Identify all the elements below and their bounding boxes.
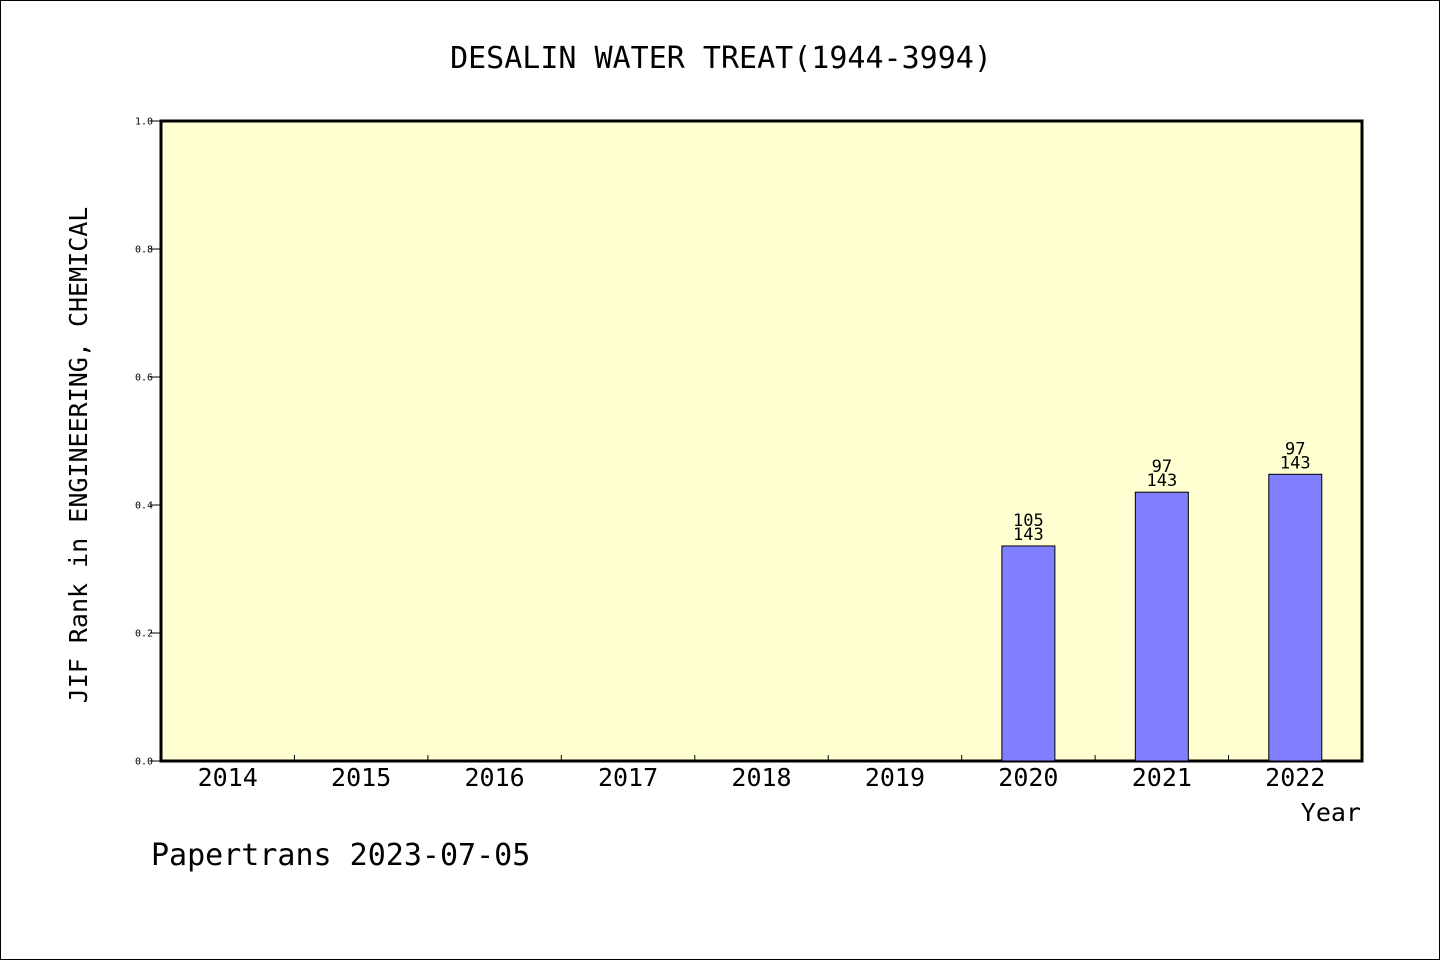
y-axis-title: JIF Rank in ENGINEERING, CHEMICAL (64, 207, 93, 704)
bar-rank-label: 105 (1013, 511, 1044, 531)
bar (1001, 545, 1056, 762)
x-axis: 2014 2015 2016 2017 2018 2019 2020 2021 2022 (198, 755, 1325, 792)
bar (1268, 473, 1323, 762)
y-tick-label: 0.4 (135, 501, 153, 512)
x-tick-label: 2014 (198, 763, 258, 792)
y-tick-label: 0.8 (135, 245, 153, 256)
y-tick-label: 0.0 (135, 757, 153, 768)
x-tick-label: 2020 (998, 763, 1058, 792)
x-tick-label: 2022 (1265, 763, 1325, 792)
x-tick-label: 2016 (465, 763, 525, 792)
x-tick-label: 2018 (731, 763, 791, 792)
bar-total-label: 143 (1146, 471, 1177, 491)
x-tick-label: 2019 (865, 763, 925, 792)
y-tick-label: 0.6 (135, 373, 153, 384)
bar-total-label: 143 (1280, 453, 1311, 473)
bar-rank-label: 97 (1285, 439, 1305, 459)
bar-total-label: 143 (1013, 525, 1044, 545)
bar (1134, 491, 1189, 762)
bar-rank-label: 97 (1152, 457, 1172, 477)
y-tick-label: 1.0 (135, 117, 153, 128)
y-axis: 0.0 0.2 0.4 0.6 0.8 1.0 (135, 117, 161, 768)
y-tick-label: 0.2 (135, 629, 153, 640)
x-tick-label: 2021 (1132, 763, 1192, 792)
papertrans-credit: Papertrans 2023-07-05 (151, 838, 530, 873)
x-tick-label: 2017 (598, 763, 658, 792)
x-axis-title: Year (1301, 798, 1361, 827)
x-tick-label: 2015 (331, 763, 391, 792)
chart-title: DESALIN WATER TREAT(1944-3994) (450, 41, 992, 76)
